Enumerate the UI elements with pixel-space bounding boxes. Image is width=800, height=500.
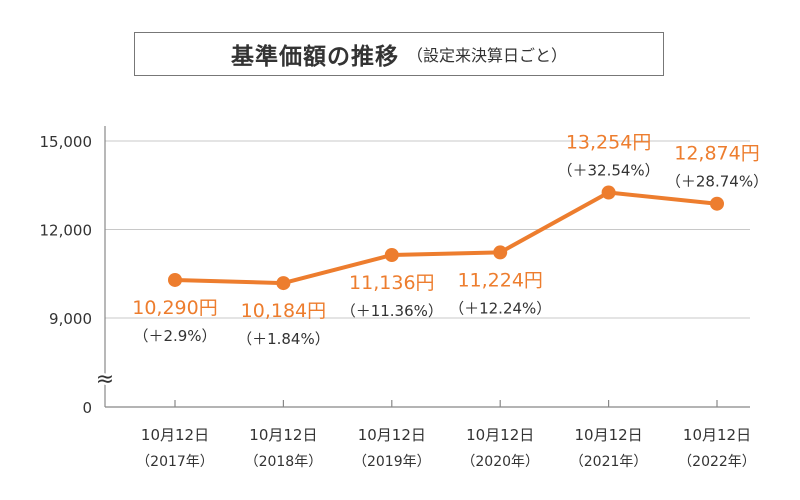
y-tick-label: 12,000 [40, 222, 93, 240]
data-point [601, 185, 616, 200]
data-label-change: （＋11.36%） [341, 302, 443, 320]
chart-subtitle: （設定来決算日ごと） [406, 46, 567, 65]
data-label-value: 11,136円 [349, 272, 434, 294]
x-tick-label: 10月12日 [249, 426, 317, 444]
data-point [710, 196, 724, 211]
data-label-change: （＋1.84%） [237, 330, 330, 348]
x-tick-label-year: （2020年） [461, 454, 539, 470]
data-label-change: （＋2.9%） [133, 327, 216, 345]
axis-break-symbol: ≈ [96, 367, 114, 392]
data-point [384, 247, 399, 262]
series-line [173, 190, 719, 286]
x-tick-label-year: （2017年） [136, 454, 214, 470]
data-label-value: 11,224円 [457, 269, 542, 291]
x-tick-label: 10月12日 [141, 426, 209, 444]
x-tick-label-year: （2021年） [570, 454, 648, 470]
data-label-change: （＋12.24%） [449, 299, 551, 317]
x-tick-label: 10月12日 [358, 426, 426, 444]
y-tick-label: 15,000 [40, 133, 93, 151]
data-label-value: 13,254円 [566, 132, 651, 154]
data-point [276, 276, 291, 291]
x-tick-label: 10月12日 [466, 426, 534, 444]
data-point [168, 272, 182, 287]
chart-title-box: 基準価額の推移 （設定来決算日ごと） [134, 32, 664, 76]
y-zero-label: 0 [82, 399, 92, 417]
y-tick-label: 9,000 [49, 310, 92, 328]
data-label-change: （＋28.74%） [666, 173, 768, 191]
x-tick-label-year: （2019年） [353, 454, 431, 470]
chart-title: 基準価額の推移 [230, 44, 399, 70]
data-point [493, 245, 508, 260]
x-tick-label: 10月12日 [575, 426, 643, 444]
x-tick-label-year: （2018年） [245, 454, 323, 470]
data-label-change: （＋32.54%） [557, 162, 659, 180]
x-tick-label: 10月12日 [683, 426, 751, 444]
data-label-value: 10,290円 [132, 297, 217, 319]
x-tick-label-year: （2022年） [678, 454, 756, 470]
data-label-value: 10,184円 [241, 300, 326, 322]
data-label-value: 12,874円 [674, 143, 759, 165]
